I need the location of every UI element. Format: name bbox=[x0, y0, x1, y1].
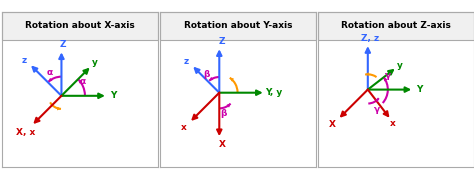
Text: X: X bbox=[328, 120, 336, 129]
Text: Z: Z bbox=[60, 40, 66, 49]
Text: Z: Z bbox=[219, 37, 225, 46]
Text: x: x bbox=[390, 119, 396, 128]
Text: y: y bbox=[397, 61, 402, 70]
Text: y: y bbox=[91, 58, 98, 67]
Text: β: β bbox=[220, 109, 227, 118]
Text: Rotation about X-axis: Rotation about X-axis bbox=[25, 21, 135, 30]
Text: γ: γ bbox=[385, 71, 391, 80]
Text: Rotation about Y-axis: Rotation about Y-axis bbox=[184, 21, 292, 30]
Text: Z, z: Z, z bbox=[361, 34, 380, 43]
Text: Rotation about Z-axis: Rotation about Z-axis bbox=[341, 21, 451, 30]
Text: γ: γ bbox=[374, 105, 381, 114]
Bar bbox=[2, 12, 158, 40]
Text: Y: Y bbox=[109, 91, 116, 100]
Text: α: α bbox=[46, 68, 53, 77]
Text: X, x: X, x bbox=[16, 128, 36, 137]
Text: α: α bbox=[80, 77, 86, 86]
Text: X: X bbox=[219, 140, 226, 149]
Text: Y: Y bbox=[416, 85, 422, 94]
Text: z: z bbox=[22, 56, 27, 65]
Text: β: β bbox=[203, 70, 210, 79]
Text: Y, y: Y, y bbox=[264, 88, 282, 97]
Bar bbox=[160, 12, 316, 40]
Bar bbox=[318, 12, 474, 40]
Text: x: x bbox=[181, 123, 186, 132]
Text: z: z bbox=[183, 57, 189, 66]
